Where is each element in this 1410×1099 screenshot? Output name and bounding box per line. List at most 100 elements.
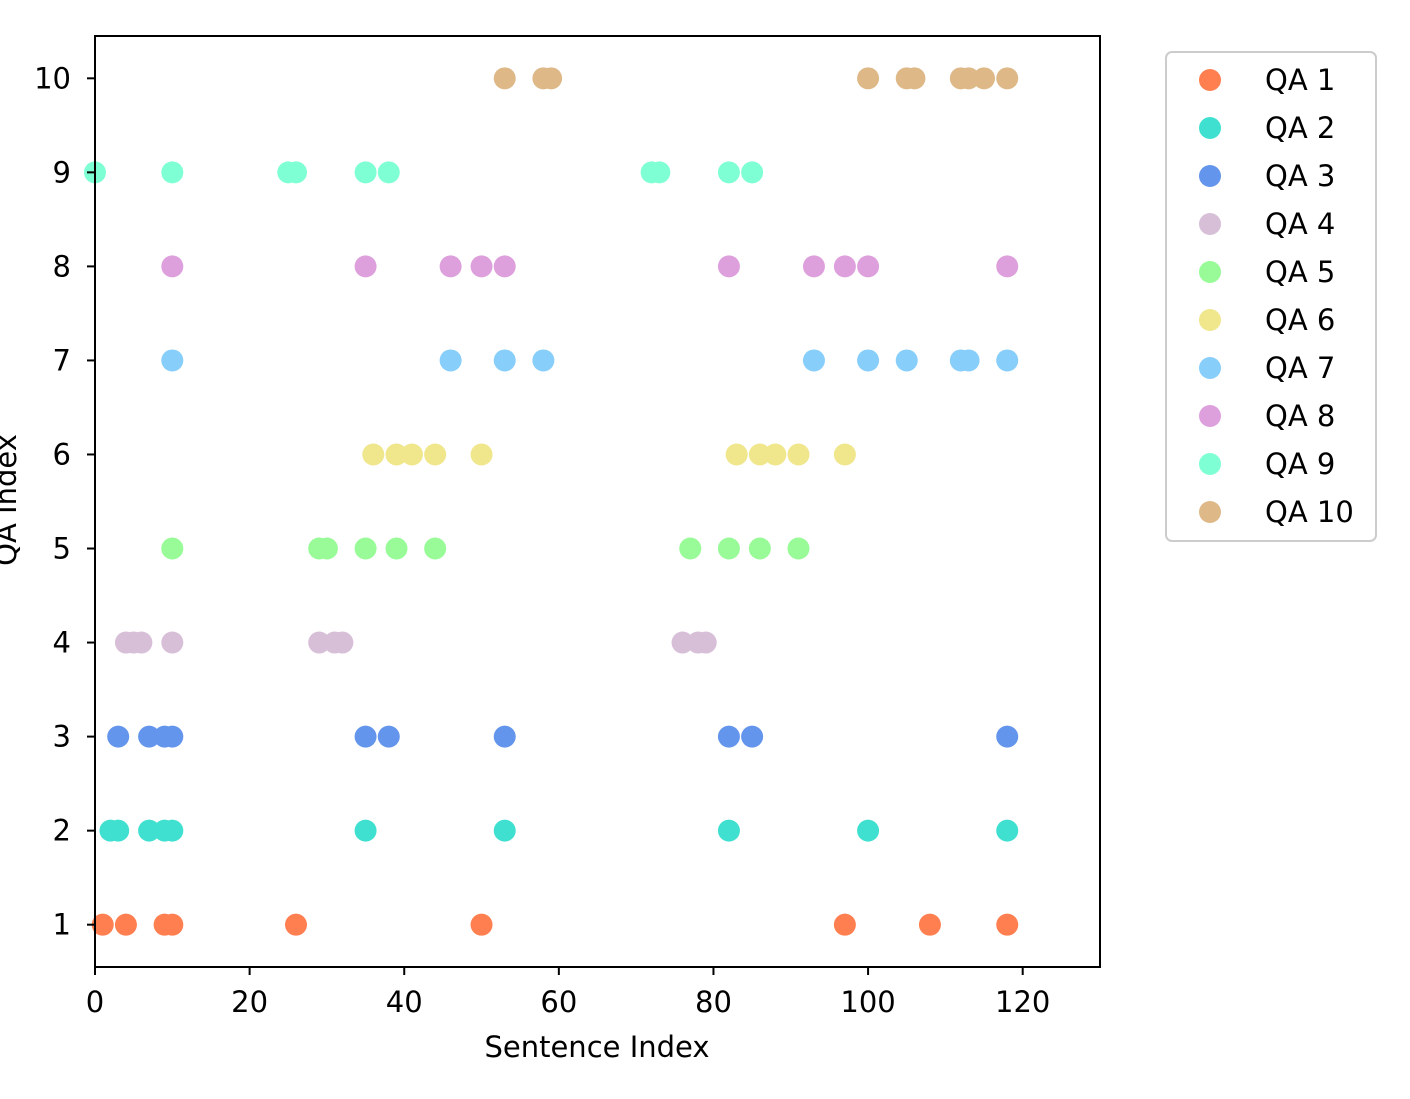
point-qa7-4	[802, 349, 825, 372]
point-qa8-0	[161, 255, 184, 278]
point-qa2-9	[996, 819, 1019, 842]
point-qa2-7	[717, 819, 740, 842]
x-tick-label-3: 60	[540, 985, 577, 1019]
point-qa7-0	[161, 349, 184, 372]
y-tick-label-5: 6	[53, 437, 71, 471]
legend-marker-qa4	[1199, 213, 1221, 235]
point-qa3-4	[354, 725, 377, 748]
point-qa7-5	[857, 349, 880, 372]
data-points	[84, 67, 1019, 936]
point-qa7-6	[895, 349, 918, 372]
point-qa1-7	[918, 913, 941, 936]
point-qa9-4	[354, 161, 377, 184]
point-qa9-9	[741, 161, 764, 184]
point-qa2-4	[161, 819, 184, 842]
point-qa9-7	[648, 161, 671, 184]
legend-label-qa1: QA 1	[1265, 63, 1335, 97]
x-tick-label-4: 80	[695, 985, 732, 1019]
point-qa1-4	[285, 913, 307, 936]
point-qa8-2	[439, 255, 462, 278]
point-qa5-5	[424, 537, 447, 560]
point-qa1-6	[833, 913, 856, 936]
y-tick-label-9: 10	[34, 61, 71, 95]
point-qa9-5	[377, 161, 400, 184]
point-qa3-5	[377, 725, 400, 748]
point-qa3-3	[161, 725, 184, 748]
point-qa4-3	[161, 631, 184, 654]
point-qa9-3	[285, 161, 307, 184]
y-tick-label-4: 5	[53, 532, 71, 566]
legend-label-qa6: QA 6	[1265, 303, 1335, 337]
y-tick-label-2: 3	[53, 720, 71, 754]
y-axis-ticks: 1 2 3 4 5 6 7 8 9 10	[34, 61, 95, 942]
legend-label-qa3: QA 3	[1265, 159, 1335, 193]
legend-label-qa7: QA 7	[1265, 351, 1335, 385]
legend-marker-qa10	[1199, 501, 1221, 523]
legend-items: QA 1 QA 2 QA 3 QA 4 QA 5 QA 6 QA 7 QA 8 QA 9 QA 1…	[1199, 63, 1354, 529]
point-qa6-1	[385, 443, 408, 466]
point-qa3-8	[741, 725, 764, 748]
legend-marker-qa6	[1199, 309, 1221, 331]
x-axis-label: Sentence Index	[484, 1030, 709, 1064]
point-qa6-2	[400, 443, 423, 466]
point-qa7-3	[532, 349, 555, 372]
legend-label-qa2: QA 2	[1265, 111, 1335, 145]
point-qa7-8	[957, 349, 980, 372]
point-qa1-3	[161, 913, 184, 936]
point-qa10-9	[996, 67, 1019, 90]
point-qa2-1	[107, 819, 130, 842]
point-qa6-4	[470, 443, 493, 466]
point-qa9-8	[717, 161, 740, 184]
x-tick-label-2: 40	[386, 985, 423, 1019]
y-tick-label-7: 8	[53, 249, 71, 283]
point-qa5-2	[315, 537, 338, 560]
point-qa5-4	[385, 537, 408, 560]
legend-label-qa8: QA 8	[1265, 399, 1335, 433]
point-qa1-1	[114, 913, 137, 936]
point-qa10-2	[540, 67, 563, 90]
x-tick-label-6: 120	[995, 985, 1050, 1019]
point-qa4-4	[308, 631, 331, 654]
y-tick-label-1: 2	[53, 814, 71, 848]
point-qa5-6	[679, 537, 702, 560]
point-qa6-8	[787, 443, 810, 466]
legend-marker-qa9	[1199, 453, 1221, 475]
point-qa5-8	[748, 537, 771, 560]
point-qa4-2	[130, 631, 153, 654]
point-qa4-6	[331, 631, 354, 654]
point-qa3-9	[996, 725, 1019, 748]
x-tick-label-1: 20	[231, 985, 268, 1019]
point-qa2-5	[354, 819, 377, 842]
plot-frame	[94, 35, 1101, 968]
point-qa8-1	[354, 255, 377, 278]
point-qa10-8	[973, 67, 996, 90]
legend-marker-qa8	[1199, 405, 1221, 427]
y-tick-label-6: 7	[53, 343, 71, 377]
y-tick-label-3: 4	[53, 626, 71, 660]
point-qa3-1	[138, 725, 161, 748]
point-qa7-2	[493, 349, 516, 372]
y-tick-label-0: 1	[53, 908, 71, 942]
point-qa10-5	[903, 67, 926, 90]
point-qa4-7	[671, 631, 694, 654]
point-qa8-3	[470, 255, 493, 278]
point-qa6-7	[764, 443, 787, 466]
point-qa8-5	[717, 255, 740, 278]
point-qa6-0	[362, 443, 385, 466]
point-qa6-3	[424, 443, 447, 466]
legend: QA 1 QA 2 QA 3 QA 4 QA 5 QA 6 QA 7 QA 8 QA 9 QA 1…	[1165, 51, 1377, 542]
point-qa6-6	[748, 443, 771, 466]
point-qa8-9	[996, 255, 1019, 278]
point-qa2-8	[857, 819, 880, 842]
point-qa6-5	[725, 443, 748, 466]
legend-marker-qa1	[1199, 69, 1221, 91]
point-qa2-6	[493, 819, 516, 842]
point-qa5-7	[717, 537, 740, 560]
point-qa4-9	[694, 631, 717, 654]
legend-label-qa5: QA 5	[1265, 255, 1335, 289]
point-qa2-2	[138, 819, 161, 842]
point-qa5-0	[161, 537, 184, 560]
legend-marker-qa3	[1199, 165, 1221, 187]
point-qa10-0	[493, 67, 516, 90]
